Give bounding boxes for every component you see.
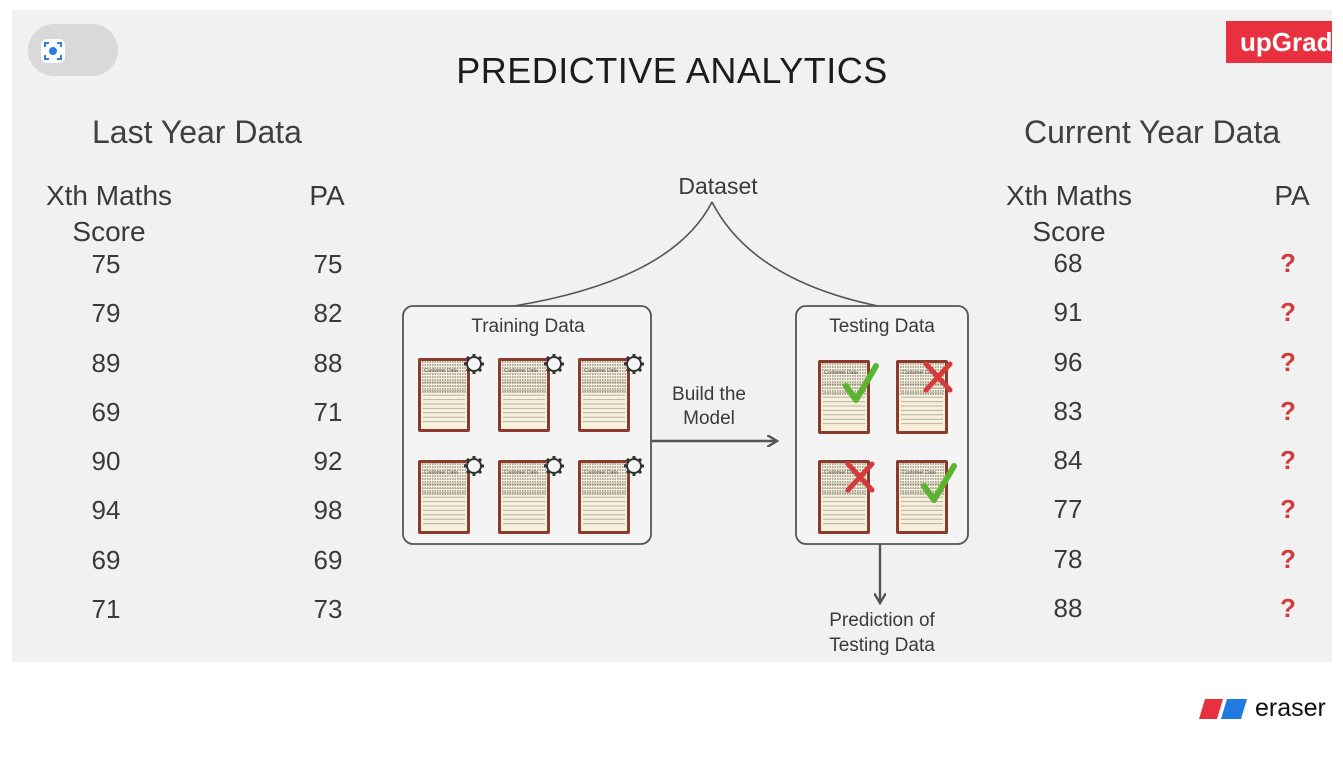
testing-notebooks: Customer Data Customer Data Customer Data C… xyxy=(818,360,957,534)
unknown-value: ? xyxy=(1280,395,1296,426)
left-table-heading: Last Year Data xyxy=(92,114,302,150)
gear-icon xyxy=(624,354,644,374)
right-pa-column: ? ? ? ? ? ? ? ? xyxy=(1258,239,1318,633)
table-cell: 71 xyxy=(91,594,121,625)
eraser-label: eraser xyxy=(1255,694,1326,722)
table-cell: 88 xyxy=(1053,593,1083,624)
page-title: PREDICTIVE ANALYTICS xyxy=(456,50,888,91)
right-score-header-line2: Score xyxy=(1032,216,1106,247)
notebook-label: Customer Data xyxy=(424,470,458,476)
testing-data-label: Testing Data xyxy=(829,316,935,337)
brand-logo: upGrad xyxy=(1226,21,1332,63)
left-pa-header: PA xyxy=(309,180,345,211)
left-score-column: 75 79 89 69 90 94 69 71 xyxy=(46,240,166,634)
prediction-label-line1: Prediction of xyxy=(829,610,935,631)
right-score-header-line1: Xth Maths xyxy=(1005,180,1133,211)
notebook-label: Customer Data xyxy=(504,368,538,374)
training-data-label: Training Data xyxy=(471,316,585,337)
dataset-split-curve-left xyxy=(513,201,713,307)
table-cell: 83 xyxy=(1053,395,1083,426)
left-score-header-line1: Xth Maths xyxy=(45,180,173,211)
table-cell: 88 xyxy=(313,347,343,378)
right-score-column: 68 91 96 83 84 77 78 88 xyxy=(1008,239,1128,633)
notebook-label: Customer Data xyxy=(824,370,858,376)
notebook-icon: Customer Data xyxy=(578,358,630,432)
right-table-heading: Current Year Data xyxy=(1024,114,1281,150)
notebook-label: Customer Data xyxy=(824,470,858,476)
unknown-value: ? xyxy=(1280,543,1296,574)
table-cell: 91 xyxy=(1053,297,1083,328)
table-cell: 69 xyxy=(91,544,121,575)
gear-icon xyxy=(544,456,564,476)
screen-capture-button[interactable] xyxy=(28,24,118,76)
notebook-icon: Customer Data xyxy=(896,460,948,534)
check-icon xyxy=(843,363,879,403)
notebook-label: Customer Data xyxy=(902,370,936,376)
table-cell: 68 xyxy=(1053,248,1083,278)
training-notebooks: Customer Data Customer Data Customer Data C… xyxy=(418,354,644,534)
unknown-value: ? xyxy=(1280,248,1296,278)
notebook-icon: Customer Data xyxy=(418,358,470,432)
unknown-value: ? xyxy=(1280,494,1296,525)
notebook-label: Customer Data xyxy=(504,470,538,476)
table-cell: 94 xyxy=(91,495,121,526)
table-cell: 73 xyxy=(313,594,343,625)
table-cell: 79 xyxy=(91,298,121,329)
notebook-icon: Customer Data xyxy=(818,360,870,434)
table-cell: 77 xyxy=(1053,494,1083,525)
predictive-model-diagram: Dataset Training Data Customer Data Custo… xyxy=(402,173,969,656)
prediction-label-line2: Testing Data xyxy=(829,635,935,656)
build-model-label-line1: Build the xyxy=(672,384,746,405)
slide: upGrad PREDICTIVE ANALYTICS Last Year Da… xyxy=(12,10,1332,662)
unknown-value: ? xyxy=(1280,346,1296,377)
notebook-label: Customer Data xyxy=(902,470,936,476)
unknown-value: ? xyxy=(1280,593,1296,624)
table-cell: 90 xyxy=(91,446,121,477)
cross-icon xyxy=(845,461,875,493)
notebook-label: Customer Data xyxy=(584,368,618,374)
table-cell: 69 xyxy=(91,396,121,427)
table-cell: 75 xyxy=(313,249,343,279)
dataset-label: Dataset xyxy=(678,173,758,199)
table-cell: 75 xyxy=(91,249,121,279)
left-score-header: Xth Maths Score xyxy=(34,178,184,250)
table-cell: 69 xyxy=(313,544,343,575)
notebook-icon: Customer Data xyxy=(498,358,550,432)
gear-icon xyxy=(624,456,644,476)
gear-icon xyxy=(544,354,564,374)
eraser-logo-icon xyxy=(1199,698,1247,719)
left-pa-column: 75 82 88 71 92 98 69 73 xyxy=(268,240,388,634)
table-cell: 89 xyxy=(91,347,121,378)
table-cell: 98 xyxy=(313,495,343,526)
dataset-split-curve-right xyxy=(711,201,879,307)
unknown-value: ? xyxy=(1280,297,1296,328)
notebook-label: Customer Data xyxy=(424,368,458,374)
table-cell: 82 xyxy=(313,298,343,329)
right-pa-header: PA xyxy=(1274,180,1310,211)
gear-icon xyxy=(464,456,484,476)
check-icon xyxy=(921,463,957,503)
left-score-header-line2: Score xyxy=(72,216,146,247)
unknown-value: ? xyxy=(1280,445,1296,476)
right-score-header: Xth Maths Score xyxy=(994,178,1144,250)
notebook-label: Customer Data xyxy=(584,470,618,476)
table-cell: 96 xyxy=(1053,346,1083,377)
cross-icon xyxy=(923,361,953,393)
notebook-icon: Customer Data xyxy=(578,460,630,534)
table-cell: 78 xyxy=(1053,543,1083,574)
notebook-icon: Customer Data xyxy=(498,460,550,534)
build-model-label-line2: Model xyxy=(683,408,735,429)
table-cell: 71 xyxy=(313,396,343,427)
table-cell: 84 xyxy=(1053,445,1083,476)
gear-icon xyxy=(464,354,484,374)
eraser-watermark: eraser xyxy=(1199,694,1326,723)
notebook-icon: Customer Data xyxy=(418,460,470,534)
table-cell: 92 xyxy=(313,446,343,477)
screen-capture-icon xyxy=(41,39,65,63)
